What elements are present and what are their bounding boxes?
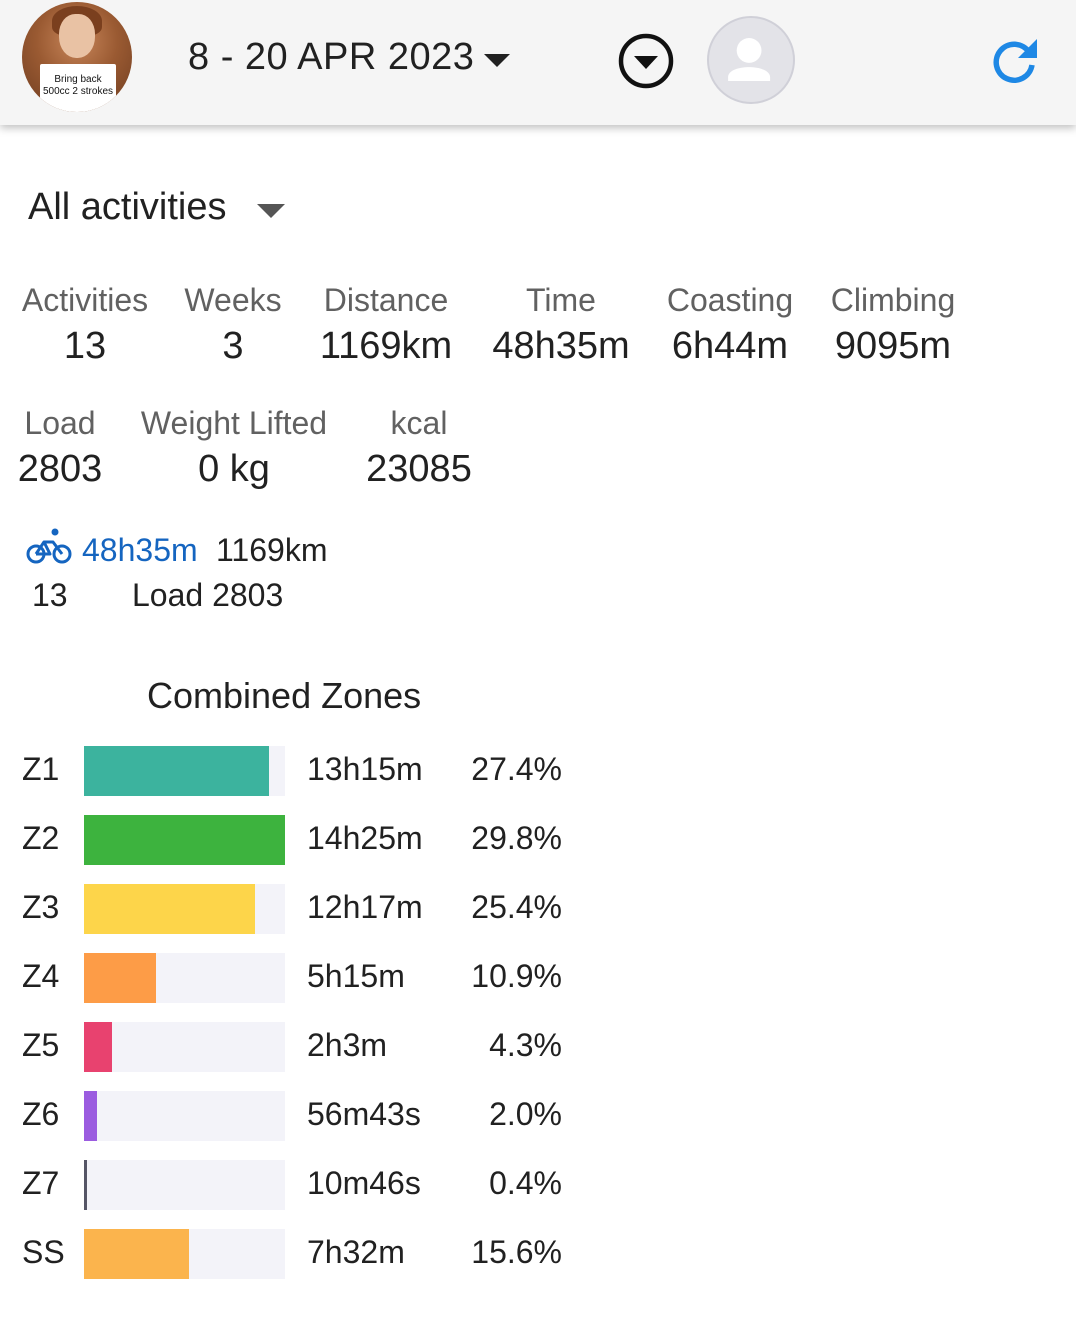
zone-row: Z5 2h3m 4.3% bbox=[0, 1022, 600, 1072]
stat-label: Load bbox=[24, 405, 96, 441]
user-icon bbox=[728, 38, 771, 81]
zone-percent: 29.8% bbox=[471, 820, 562, 856]
app-header: Bring back 500cc 2 strokes 8 - 20 APR 20… bbox=[0, 0, 1076, 125]
zone-row: SS 7h32m 15.6% bbox=[0, 1229, 600, 1279]
zone-bar-track bbox=[84, 1022, 285, 1072]
refresh-icon[interactable] bbox=[990, 35, 1040, 85]
zone-label: Z5 bbox=[22, 1027, 60, 1063]
zone-percent: 4.3% bbox=[489, 1027, 562, 1063]
sport-load: Load 2803 bbox=[132, 577, 284, 613]
circle-chevron-down-icon[interactable] bbox=[617, 32, 675, 90]
stat-label: Activities bbox=[21, 282, 149, 318]
zone-bar-fill bbox=[84, 815, 285, 865]
zone-row: Z4 5h15m 10.9% bbox=[0, 953, 600, 1003]
stat-kcal: kcal 23085 bbox=[352, 405, 486, 491]
stat-value: 23085 bbox=[366, 448, 472, 490]
stat-value: 0 kg bbox=[198, 448, 270, 490]
stat-label: Time bbox=[526, 282, 596, 318]
stat-distance: Distance 1169km bbox=[306, 282, 466, 368]
zone-percent: 10.9% bbox=[471, 958, 562, 994]
zone-bar-track bbox=[84, 953, 285, 1003]
zone-bar-track bbox=[84, 1160, 285, 1210]
zone-bar-fill bbox=[84, 1022, 112, 1072]
stat-value: 13 bbox=[63, 325, 107, 367]
zone-percent: 27.4% bbox=[471, 751, 562, 787]
sport-count: 13 bbox=[32, 577, 68, 613]
stat-value: 1169km bbox=[319, 325, 453, 367]
zone-bar-track bbox=[84, 815, 285, 865]
zone-label: Z4 bbox=[22, 958, 60, 994]
stat-label: Climbing bbox=[830, 282, 956, 318]
stat-coasting: Coasting 6h44m bbox=[656, 282, 804, 368]
zone-time: 12h17m bbox=[307, 889, 423, 925]
stat-label: Coasting bbox=[666, 282, 794, 318]
zones-title: Combined Zones bbox=[147, 675, 422, 716]
stat-time: Time 48h35m bbox=[480, 282, 642, 368]
activity-filter[interactable]: All activities bbox=[28, 186, 227, 228]
zone-bar-track bbox=[84, 1091, 285, 1141]
zone-percent: 2.0% bbox=[489, 1096, 562, 1132]
stat-value: 48h35m bbox=[492, 325, 630, 367]
zone-row: Z1 13h15m 27.4% bbox=[0, 746, 600, 796]
zone-label: Z2 bbox=[22, 820, 60, 856]
stat-value: 9095m bbox=[834, 325, 952, 367]
stat-label: kcal bbox=[390, 405, 448, 441]
zone-bar-track bbox=[84, 1229, 285, 1279]
stat-value: 2803 bbox=[17, 448, 103, 490]
zone-label: Z7 bbox=[22, 1165, 60, 1201]
stat-weight-lifted: Weight Lifted 0 kg bbox=[128, 405, 340, 491]
avatar-face bbox=[59, 14, 95, 58]
zone-bar-track bbox=[84, 746, 285, 796]
zone-bar-fill bbox=[84, 1160, 87, 1210]
zone-bar-fill bbox=[84, 884, 255, 934]
zone-time: 5h15m bbox=[307, 958, 405, 994]
zone-time: 14h25m bbox=[307, 820, 423, 856]
caret-down-icon[interactable] bbox=[257, 204, 285, 218]
zone-percent: 0.4% bbox=[489, 1165, 562, 1201]
caret-down-icon[interactable] bbox=[484, 54, 510, 67]
stat-load: Load 2803 bbox=[12, 405, 108, 491]
stat-label: Weeks bbox=[184, 282, 282, 318]
zone-row: Z6 56m43s 2.0% bbox=[0, 1091, 600, 1141]
zone-label: Z6 bbox=[22, 1096, 60, 1132]
profile-button[interactable] bbox=[707, 16, 795, 104]
stat-value: 6h44m bbox=[671, 325, 789, 367]
zone-time: 7h32m bbox=[307, 1234, 405, 1270]
zone-label: Z3 bbox=[22, 889, 60, 925]
bicycle-icon bbox=[26, 528, 72, 564]
stat-label: Weight Lifted bbox=[140, 405, 328, 441]
sport-time[interactable]: 48h35m bbox=[82, 532, 198, 568]
zone-percent: 25.4% bbox=[471, 889, 562, 925]
date-range-selector[interactable]: 8 - 20 APR 2023 bbox=[188, 36, 475, 78]
stat-climbing: Climbing 9095m bbox=[818, 282, 968, 368]
zone-time: 13h15m bbox=[307, 751, 423, 787]
stat-weeks: Weeks 3 bbox=[178, 282, 288, 368]
stat-value: 3 bbox=[222, 325, 244, 367]
zone-time: 56m43s bbox=[307, 1096, 421, 1132]
zone-percent: 15.6% bbox=[471, 1234, 562, 1270]
zone-row: Z7 10m46s 0.4% bbox=[0, 1160, 600, 1210]
zone-bar-fill bbox=[84, 1229, 189, 1279]
zone-row: Z3 12h17m 25.4% bbox=[0, 884, 600, 934]
zone-time: 10m46s bbox=[307, 1165, 421, 1201]
zone-bar-fill bbox=[84, 746, 269, 796]
zone-time: 2h3m bbox=[307, 1027, 388, 1063]
stat-activities: Activities 13 bbox=[14, 282, 156, 368]
zone-row: Z2 14h25m 29.8% bbox=[0, 815, 600, 865]
zone-bar-fill bbox=[84, 1091, 97, 1141]
zone-label: SS bbox=[22, 1234, 65, 1270]
athlete-avatar[interactable]: Bring back 500cc 2 strokes bbox=[22, 2, 132, 112]
zone-bar-track bbox=[84, 884, 285, 934]
stat-label: Distance bbox=[323, 282, 449, 318]
avatar-sign: Bring back 500cc 2 strokes bbox=[40, 64, 116, 112]
zone-label: Z1 bbox=[22, 751, 60, 787]
zone-bar-fill bbox=[84, 953, 156, 1003]
sport-distance: 1169km bbox=[216, 532, 328, 568]
